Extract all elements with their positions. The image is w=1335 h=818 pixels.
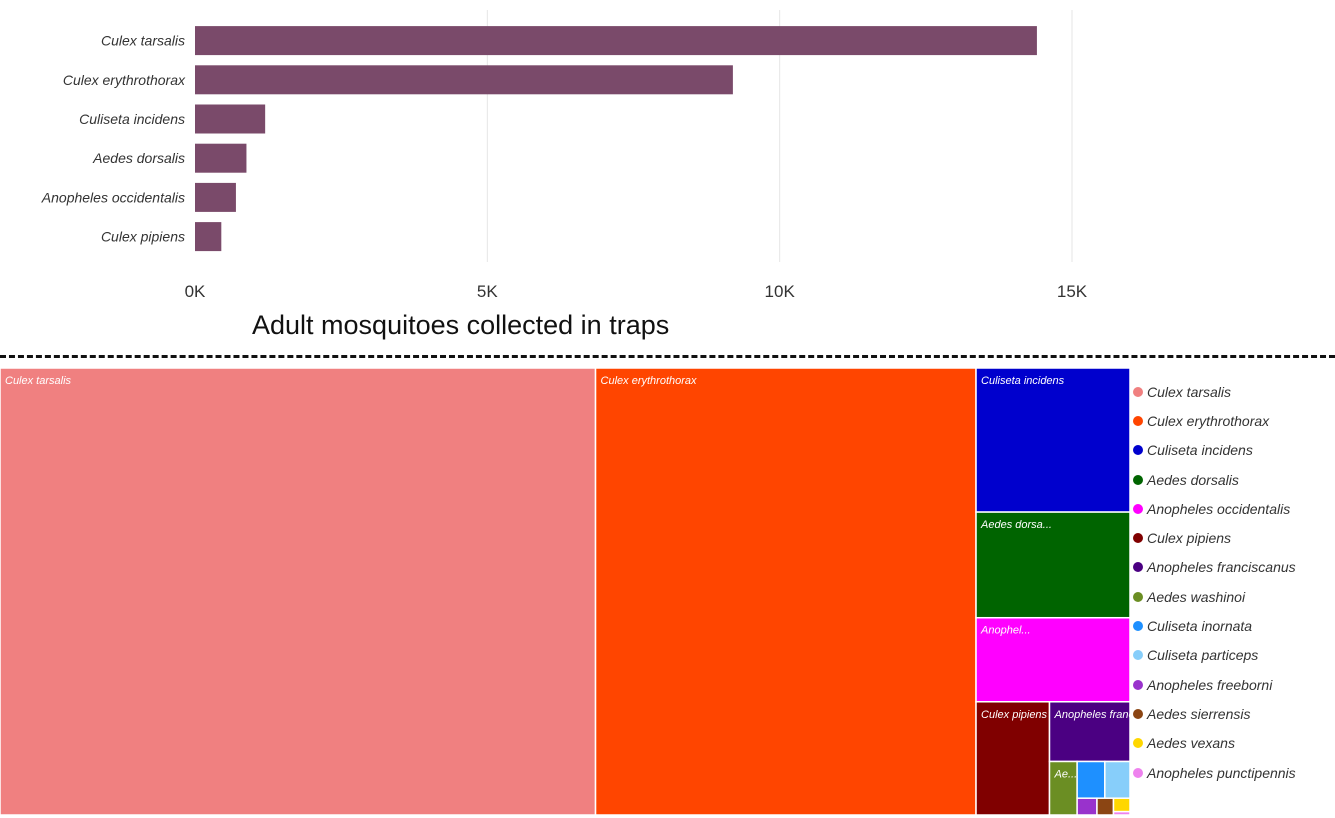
species-treemap: Culex tarsalis Culex erythrothorax Culiset… [0, 368, 1152, 816]
legend-item: Culiseta incidens [1133, 436, 1333, 465]
legend-label: Anopheles occidentalis [1147, 500, 1291, 517]
treemap-tile-label: Culex erythrothorax [601, 375, 697, 387]
category-label: Culex tarsalis [101, 33, 185, 49]
treemap-tile: Culex erythrothorax [594, 368, 977, 816]
treemap-tile-label: Aedes dorsa... [980, 519, 1052, 531]
legend-swatch [1133, 621, 1143, 632]
legend-item: Anopheles franciscanus [1133, 553, 1333, 582]
legend-swatch [1133, 386, 1143, 397]
bar [195, 26, 1037, 56]
treemap-tile-rect [594, 368, 977, 816]
bar [195, 222, 222, 252]
treemap-tile-label: Ae... [1054, 768, 1078, 780]
legend-item: Aedes dorsalis [1133, 465, 1333, 494]
x-tick-label: 0K [185, 282, 206, 301]
x-tick-label: 10K [765, 282, 796, 301]
legend-swatch [1133, 562, 1143, 573]
legend-item: Aedes vexans [1133, 729, 1333, 758]
bar [195, 143, 247, 173]
treemap-legend: Culex tarsalis Culex erythrothorax Culiset… [1133, 377, 1333, 787]
treemap-tile [1104, 760, 1131, 799]
treemap-tile [1076, 760, 1106, 799]
legend-swatch [1133, 767, 1143, 778]
x-tick-label: 5K [477, 282, 498, 301]
legend-label: Anopheles punctipennis [1147, 764, 1296, 781]
treemap-tile-rect [1104, 760, 1131, 799]
treemap-tile-rect [1112, 810, 1131, 816]
legend-label: Culex pipiens [1147, 530, 1232, 547]
bar [195, 104, 266, 134]
legend-item: Culiseta particeps [1133, 641, 1333, 670]
legend-item: Culex pipiens [1133, 523, 1333, 552]
legend-item: Aedes sierrensis [1133, 699, 1333, 728]
legend-label: Aedes dorsalis [1147, 471, 1239, 488]
x-tick-label: 15K [1057, 282, 1088, 301]
treemap-tile-rect [1048, 760, 1078, 816]
section-divider [0, 355, 1335, 358]
legend-item: Anopheles occidentalis [1133, 494, 1333, 523]
species-bar-chart: 0K 5K 10K 15K Culex tarsalis Culex erythrotho… [41, 10, 1088, 301]
category-label: Culex pipiens [101, 229, 185, 245]
treemap-tile-rect [975, 701, 1051, 816]
treemap-tile: Culex tarsalis [0, 368, 597, 816]
legend-swatch [1133, 474, 1143, 485]
treemap-tile-label: Culiseta incidens [981, 375, 1065, 387]
legend-swatch [1133, 533, 1143, 544]
treemap-tile-label: Culex pipiens [981, 709, 1048, 721]
legend-swatch [1133, 738, 1143, 749]
treemap-tile-label: Anophel... [980, 625, 1031, 637]
legend-label: Aedes vexans [1147, 735, 1235, 752]
treemap-tile [1112, 797, 1131, 813]
bar [195, 182, 236, 212]
legend-item: Anopheles punctipennis [1133, 758, 1333, 787]
legend-swatch [1133, 503, 1143, 514]
treemap-tile-rect [1112, 797, 1131, 813]
legend-item: Anopheles freeborni [1133, 670, 1333, 699]
legend-swatch [1133, 415, 1143, 426]
treemap-tile-label: Culex tarsalis [5, 375, 72, 387]
treemap-tile-rect [975, 368, 1131, 513]
treemap-tile: Culiseta incidens [975, 368, 1131, 513]
legend-label: Culiseta inornata [1147, 618, 1253, 635]
legend-label: Aedes sierrensis [1147, 705, 1251, 722]
treemap-tile [1076, 797, 1098, 816]
treemap-tile: Ae... [1048, 760, 1078, 816]
bar [195, 65, 733, 95]
legend-label: Culiseta incidens [1147, 442, 1253, 459]
bar-x-axis-label: Adult mosquitoes collected in traps [252, 310, 670, 340]
category-label: Culex erythrothorax [63, 72, 186, 88]
legend-label: Culex tarsalis [1147, 383, 1232, 400]
treemap-tile: Anopheles francis... [1048, 701, 1152, 763]
legend-swatch [1133, 591, 1143, 602]
treemap-tile [1112, 810, 1131, 816]
treemap-tile: Culex pipiens [975, 701, 1051, 816]
legend-swatch [1133, 445, 1143, 456]
treemap-tile-rect [975, 511, 1131, 619]
treemap-tile-label: Anopheles francis... [1054, 709, 1152, 721]
treemap-tile-rect [1076, 797, 1098, 816]
treemap-tile: Aedes dorsa... [975, 511, 1131, 619]
legend-swatch [1133, 679, 1143, 690]
treemap-tile: Anophel... [975, 616, 1131, 703]
legend-item: Culex erythrothorax [1133, 406, 1333, 435]
legend-label: Culiseta particeps [1147, 647, 1259, 664]
treemap-tile [1096, 797, 1115, 816]
legend-label: Aedes washinoi [1147, 588, 1246, 605]
legend-label: Culex erythrothorax [1147, 412, 1270, 429]
treemap-tile-rect [975, 616, 1131, 703]
treemap-tile-rect [0, 368, 597, 816]
treemap-tile-rect [1076, 760, 1106, 799]
legend-swatch [1133, 708, 1143, 719]
treemap-tile-rect [1096, 797, 1115, 816]
legend-item: Aedes washinoi [1133, 582, 1333, 611]
category-label: Anopheles occidentalis [41, 189, 185, 205]
legend-label: Anopheles freeborni [1147, 676, 1273, 693]
treemap-tile-rect [1048, 701, 1131, 763]
category-label: Aedes dorsalis [92, 150, 185, 166]
legend-item: Culex tarsalis [1133, 377, 1333, 406]
category-label: Culiseta incidens [79, 111, 185, 127]
legend-swatch [1133, 650, 1143, 661]
legend-item: Culiseta inornata [1133, 611, 1333, 640]
legend-label: Anopheles franciscanus [1147, 559, 1296, 576]
